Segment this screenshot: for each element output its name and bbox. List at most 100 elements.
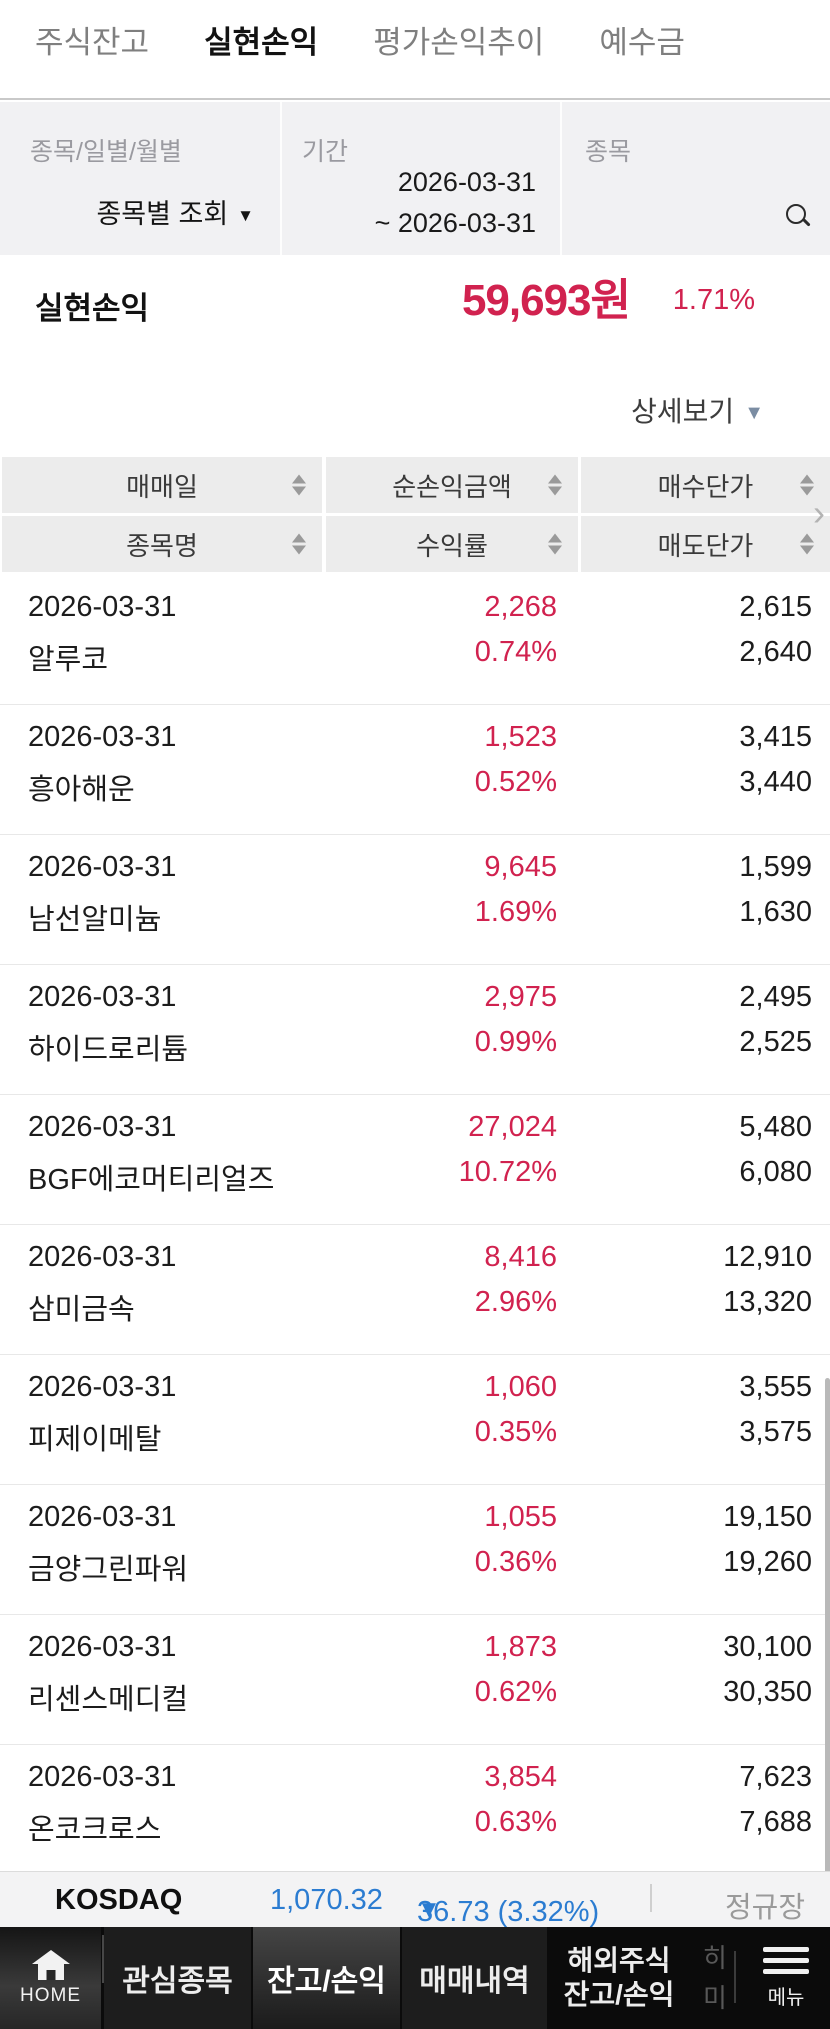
tab-realized-profit[interactable]: 실현손익 — [201, 17, 322, 134]
tab-deposit[interactable]: 예수금 — [599, 25, 685, 60]
header-label: 종목명 — [126, 530, 198, 561]
nav-item-balance-profit[interactable]: 잔고/손익 — [253, 1927, 400, 2029]
nav-item-menu[interactable]: 메뉴 — [742, 1927, 830, 2029]
row-net-profit: 1,055 — [484, 1501, 557, 1533]
nav-divider — [102, 1935, 104, 1983]
nav-home-label: HOME — [20, 1984, 81, 2006]
ticker-divider — [650, 1884, 652, 1912]
tab-valuation-trend[interactable]: 평가손익추이 — [373, 25, 545, 60]
header-cell-buy-price[interactable]: 매수단가 — [581, 457, 830, 513]
row-net-profit: 1,523 — [484, 721, 557, 753]
row-buy-price: 2,495 — [739, 981, 812, 1013]
header-label: 매수단가 — [657, 471, 754, 502]
search-icon-handle — [802, 218, 811, 227]
row-stock-name: 리센스메디컬 — [28, 1684, 189, 1716]
chevron-down-icon: ▼ — [744, 402, 764, 424]
nav-item-watchlist[interactable]: 관심종목 — [104, 1927, 251, 2029]
row-buy-price: 3,415 — [739, 721, 812, 753]
sort-icon — [800, 474, 814, 496]
menu-icon — [763, 1946, 809, 1974]
index-name: KOSDAQ — [55, 1884, 183, 1916]
row-stock-name: 알루코 — [28, 644, 109, 676]
row-trade-date: 2026-03-31 — [28, 1371, 177, 1403]
row-buy-price: 1,599 — [739, 851, 812, 883]
tab-stock-balance[interactable]: 주식잔고 — [35, 25, 150, 60]
row-sell-price: 3,575 — [739, 1416, 812, 1448]
table-row[interactable]: 2026-03-31 리센스메디컬 1,873 0.62% 30,100 30,… — [0, 1615, 830, 1745]
row-sell-price: 3,440 — [739, 766, 812, 798]
nav-divider — [734, 1951, 736, 2003]
home-icon — [31, 1949, 70, 1980]
row-net-profit: 1,060 — [484, 1371, 557, 1403]
row-net-profit: 9,645 — [484, 851, 557, 883]
row-sell-price: 13,320 — [723, 1286, 812, 1318]
detail-view-toggle[interactable]: 상세보기 ▼ — [631, 390, 764, 430]
vertical-scrollbar[interactable] — [825, 1378, 830, 1895]
category-filter-label: 종목/일별/월별 — [30, 138, 182, 166]
row-return-rate: 10.72% — [458, 1156, 557, 1188]
index-value: 1,070.32 — [270, 1884, 383, 1916]
chevron-right-icon[interactable]: › — [813, 492, 825, 533]
realized-profit-amount: 59,693원 — [461, 276, 631, 325]
row-buy-price: 19,150 — [723, 1501, 812, 1533]
table-row[interactable]: 2026-03-31 하이드로리튬 2,975 0.99% 2,495 2,52… — [0, 965, 830, 1095]
header-label: 매매일 — [126, 471, 198, 502]
row-net-profit: 8,416 — [484, 1241, 557, 1273]
chevron-down-icon: ▼ — [237, 206, 254, 225]
row-stock-name: 흥아해운 — [28, 774, 135, 806]
period-range-picker[interactable]: 2026-03-31 ~ 2026-03-31 — [280, 162, 560, 244]
table-row[interactable]: 2026-03-31 피제이메탈 1,060 0.35% 3,555 3,575 — [0, 1355, 830, 1485]
category-dropdown-value: 종목별 조회 — [96, 199, 229, 229]
sort-icon — [292, 533, 306, 555]
row-trade-date: 2026-03-31 — [28, 851, 177, 883]
table-row[interactable]: 2026-03-31 흥아해운 1,523 0.52% 3,415 3,440 — [0, 705, 830, 835]
row-buy-price: 5,480 — [739, 1111, 812, 1143]
row-sell-price: 1,630 — [739, 896, 812, 928]
nav-overseas-label: 해외주식 잔고/손익 — [563, 1944, 675, 2010]
filter-divider — [280, 102, 282, 255]
row-trade-date: 2026-03-31 — [28, 1761, 177, 1793]
top-tab-bar: 주식잔고 실현손익 평가손익추이 예수금 — [0, 0, 830, 134]
filter-bar: 종목/일별/월별 종목별 조회 ▼ 기간 2026-03-31 ~ 2026-03… — [0, 102, 830, 255]
row-sell-price: 6,080 — [739, 1156, 812, 1188]
index-change-value: 36.73 (3.32%) — [417, 1896, 600, 1928]
bottom-nav-bar: HOME 관심종목 잔고/손익 매매내역 해외주식 잔고/손익 히 미 메뉴 — [0, 1927, 830, 2029]
row-net-profit: 1,873 — [484, 1631, 557, 1663]
header-cell-trade-date[interactable]: 매매일 — [2, 457, 322, 513]
category-dropdown[interactable]: 종목별 조회 ▼ — [0, 192, 280, 231]
nav-item-home[interactable]: HOME — [0, 1927, 101, 2029]
row-trade-date: 2026-03-31 — [28, 981, 177, 1013]
period-to-date[interactable]: ~ 2026-03-31 — [374, 208, 536, 238]
row-sell-price: 19,260 — [723, 1546, 812, 1578]
row-return-rate: 0.99% — [474, 1026, 557, 1058]
table-row[interactable]: 2026-03-31 온코크로스 3,854 0.63% 7,623 7,688 — [0, 1745, 830, 1875]
sort-icon — [292, 474, 306, 496]
search-icon — [786, 204, 806, 224]
row-stock-name: 하이드로리튬 — [28, 1034, 189, 1066]
header-cell-net-profit[interactable]: 순손익금액 — [326, 457, 578, 513]
nav-item-overseas-balance[interactable]: 해외주식 잔고/손익 — [549, 1927, 689, 2029]
sort-icon — [800, 533, 814, 555]
nav-trades-label: 매매내역 — [419, 1965, 530, 1998]
table-row[interactable]: 2026-03-31 남선알미늄 9,645 1.69% 1,599 1,630 — [0, 835, 830, 965]
table-row[interactable]: 2026-03-31 BGF에코머티리얼즈 27,024 10.72% 5,48… — [0, 1095, 830, 1225]
header-cell-sell-price[interactable]: 매도단가 — [581, 516, 830, 572]
row-sell-price: 7,688 — [739, 1806, 812, 1838]
row-sell-price: 2,640 — [739, 636, 812, 668]
row-trade-date: 2026-03-31 — [28, 1631, 177, 1663]
table-row[interactable]: 2026-03-31 금양그린파워 1,055 0.36% 19,150 19,… — [0, 1485, 830, 1615]
detail-view-label: 상세보기 — [631, 396, 735, 427]
stock-search-button[interactable] — [784, 203, 814, 233]
nav-item-partial[interactable]: 히 미 — [700, 1927, 730, 2029]
row-trade-date: 2026-03-31 — [28, 1501, 177, 1533]
row-return-rate: 0.52% — [474, 766, 557, 798]
table-row[interactable]: 2026-03-31 삼미금속 8,416 2.96% 12,910 13,32… — [0, 1225, 830, 1355]
nav-item-trade-history[interactable]: 매매내역 — [402, 1927, 547, 2029]
header-cell-return-rate[interactable]: 수익률 — [326, 516, 578, 572]
period-from-date[interactable]: 2026-03-31 — [397, 167, 536, 197]
index-ticker-bar[interactable]: KOSDAQ 1,070.32 ▼ 36.73 (3.32%) 정규장 — [0, 1871, 830, 1928]
table-row[interactable]: 2026-03-31 알루코 2,268 0.74% 2,615 2,640 — [0, 575, 830, 705]
sort-icon — [548, 533, 562, 555]
row-return-rate: 0.74% — [474, 636, 557, 668]
header-cell-stock-name[interactable]: 종목명 — [2, 516, 322, 572]
